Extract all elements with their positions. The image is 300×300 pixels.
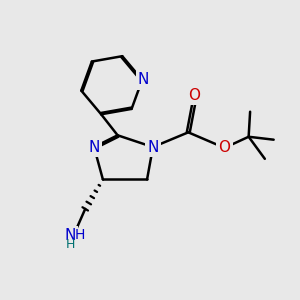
Text: N: N (88, 140, 100, 154)
Text: O: O (218, 140, 230, 154)
Text: N: N (147, 140, 159, 154)
Text: O: O (188, 88, 200, 103)
Text: N: N (138, 72, 149, 87)
Text: H: H (75, 228, 86, 242)
Text: N: N (65, 228, 76, 243)
Text: H: H (66, 238, 75, 251)
